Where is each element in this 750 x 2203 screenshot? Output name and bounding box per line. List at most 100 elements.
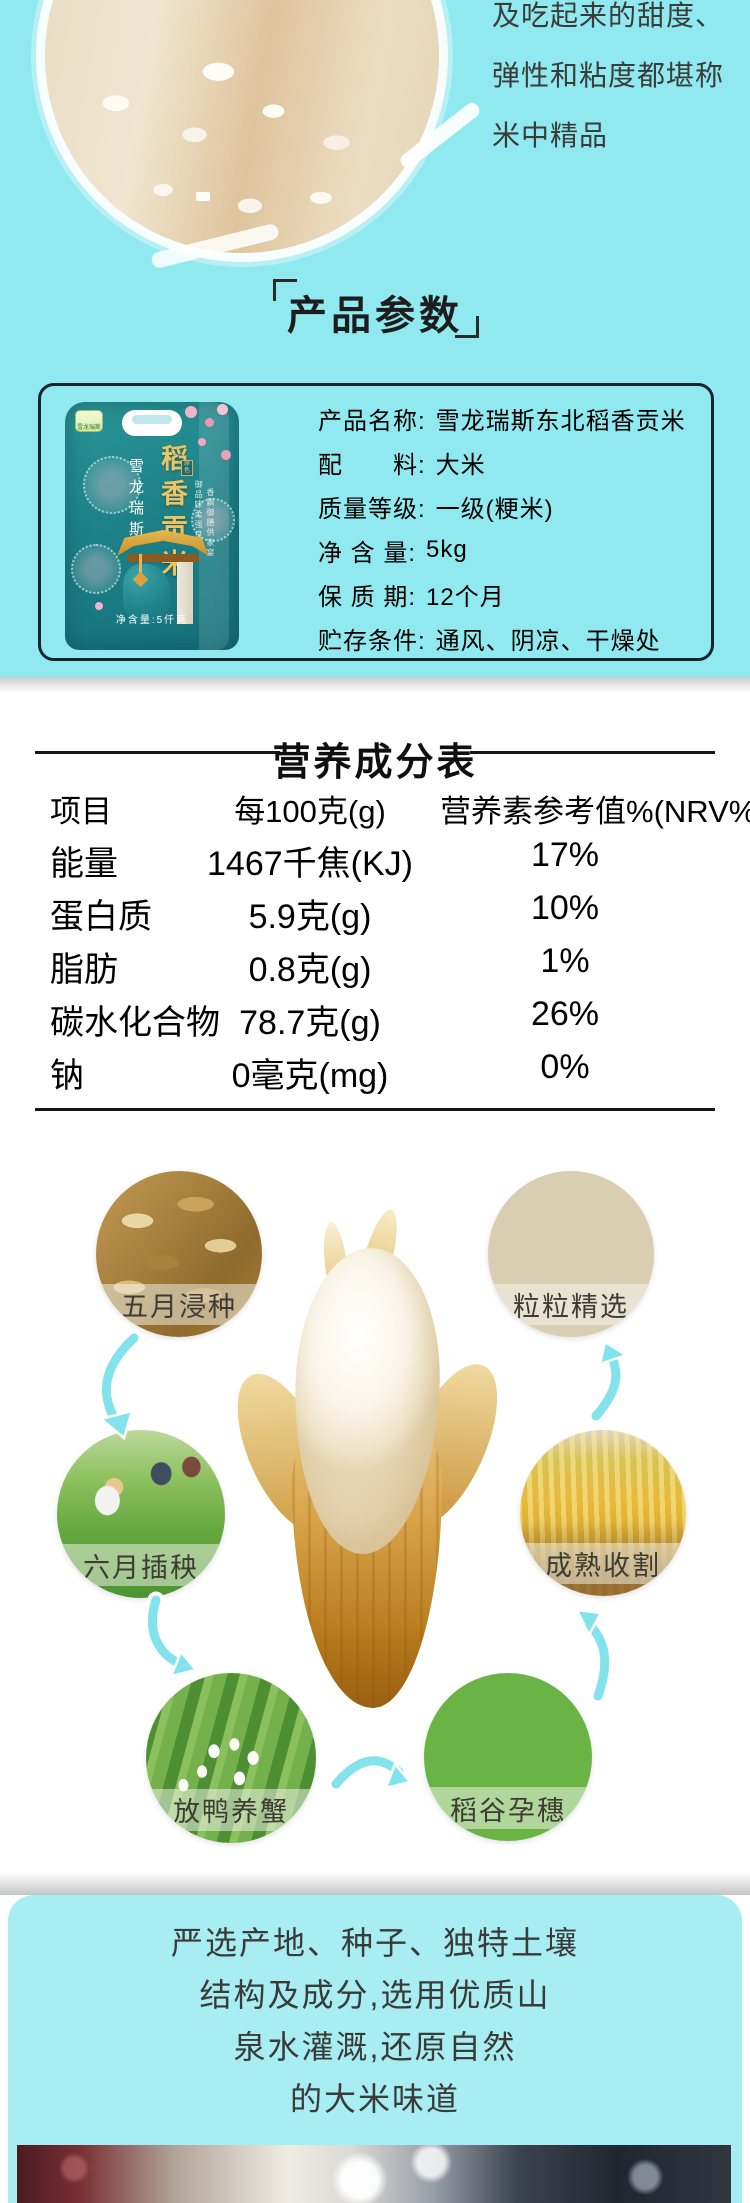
brush-speck [196, 192, 210, 201]
selling-point-line: 的大米味道 [289, 2081, 460, 2117]
step-label: 粒粒精选 [488, 1283, 654, 1326]
cycle-arrow-icon [587, 1340, 629, 1425]
bag-net-weight-text: 净含量:5仟克 [115, 615, 189, 626]
rice-photo-circle [45, 0, 439, 253]
step-label: 放鸭养蟹 [146, 1788, 316, 1832]
blossom-icon [185, 406, 197, 418]
pavilion-silk [123, 564, 171, 624]
selling-point-text: 严选产地、种子、独特土壤 结构及成分,选用优质山 泉水灌溉,还原自然 的大米味道 [8, 1895, 742, 2125]
selling-point-card: 严选产地、种子、独特土壤 结构及成分,选用优质山 泉水灌溉,还原自然 的大米味道 [8, 1895, 742, 2203]
nutrition-cell: 78.7克(g) [239, 1004, 381, 1042]
step-photo-selection: 粒粒精选 [488, 1171, 654, 1337]
blossom-icon [95, 602, 103, 610]
step-photo-soaking: 五月浸种 [96, 1171, 262, 1337]
nutrition-table-title: 营养成分表 [272, 742, 478, 784]
nutrition-bottom-rule [35, 1108, 715, 1111]
tagline-line: 弹性和粘度都堪称 [492, 60, 725, 91]
tagline-line: 米中精品 [492, 120, 609, 151]
nutrition-cell: 17% [530, 836, 600, 874]
param-row-net-weight: 净 含 量: 5kg [318, 534, 468, 567]
bag-seal-stamp: 原色 [181, 460, 193, 476]
param-value: 雪龙瑞斯东北稻香贡米 [435, 407, 686, 435]
param-row-ingredients: 配 料: 大米 [318, 446, 486, 479]
step-label: 五月浸种 [96, 1283, 262, 1326]
nutrition-cell: 0毫克(mg) [231, 1057, 389, 1095]
param-label: 产品名称: [318, 407, 426, 435]
product-params-box: 雪龙瑞斯 雪龙瑞斯 稻香贡米 原色 御品味柔强良材 香飘御膳供家宴 [38, 383, 714, 661]
param-row-shelf-life: 保 质 期: 12个月 [318, 578, 505, 611]
bokeh-photo-strip [17, 2145, 731, 2203]
step-label: 成熟收割 [520, 1542, 686, 1585]
cycle-arrows [97, 1329, 629, 1793]
pavilion-pillar [177, 562, 193, 624]
brand-logo-icon: 雪龙瑞斯 [75, 410, 103, 432]
nutrition-cell: 1% [540, 942, 590, 980]
step-photo-harvest: 成熟收割 [520, 1430, 686, 1596]
step-photo-booting: 稻谷孕穗 [424, 1673, 592, 1841]
title-rule-left [35, 751, 280, 754]
nutrition-cell: 脂肪 [50, 951, 118, 989]
blossom-icon [198, 438, 206, 446]
nutrition-cell: 10% [530, 889, 600, 927]
cycle-arrow-icon [327, 1752, 413, 1793]
nutrition-cell: 26% [530, 995, 600, 1033]
param-label: 贮存条件: [318, 627, 426, 655]
nutrition-cell: 能量 [50, 845, 118, 883]
step-photo-ducks-crabs: 放鸭养蟹 [146, 1673, 316, 1843]
pavilion-beam [127, 554, 199, 562]
blossom-icon [205, 418, 214, 427]
param-value: 一级(粳米) [435, 495, 554, 523]
section-shadow [0, 677, 750, 693]
step-label: 六月插秧 [57, 1544, 225, 1587]
title-bracket-left-icon [273, 279, 297, 301]
bag-brand-vertical-text: 雪龙瑞斯 [127, 458, 144, 542]
nutrition-cell: 蛋白质 [50, 898, 152, 936]
nutrition-header-item: 项目 [50, 794, 112, 829]
param-value: 12个月 [426, 583, 505, 611]
cycle-arrow-icon [144, 1591, 199, 1678]
cycle-arrow-icon [574, 1608, 614, 1705]
section-title-product-params: 产品参数 [287, 294, 463, 338]
blossom-icon [221, 450, 231, 460]
rice-grain-illustration [217, 1206, 518, 1708]
nutrition-cell: 0.8克(g) [248, 951, 372, 989]
lace-ornament-icon [83, 456, 141, 514]
nutrition-cell: 0% [540, 1048, 590, 1086]
product-bag-image: 雪龙瑞斯 雪龙瑞斯 稻香贡米 原色 御品味柔强良材 香飘御膳供家宴 [65, 402, 239, 650]
hero-tagline: 及吃起来的甜度、 弹性和粘度都堪称 米中精品 [492, 0, 724, 166]
bag-handle [122, 410, 182, 436]
param-label: 配 料: [318, 451, 426, 479]
param-row-grade: 质量等级: 一级(粳米) [318, 490, 554, 523]
param-row-storage: 贮存条件: 通风、阴凉、干燥处 [318, 622, 661, 655]
nutrition-header-nrv: 营养素参考值%(NRV%) [440, 794, 750, 829]
bag-slogan-column: 香飘御膳供家宴 [206, 488, 215, 558]
step-photo-transplanting: 六月插秧 [57, 1430, 225, 1598]
title-bracket-right-icon [455, 316, 479, 338]
param-value: 大米 [435, 451, 486, 479]
title-rule-right [470, 751, 715, 754]
tagline-line: 及吃起来的甜度、 [492, 0, 725, 31]
selling-point-line: 泉水灌溉,还原自然 [233, 2029, 517, 2065]
lace-ornament-icon [71, 544, 121, 594]
bag-slogan-column: 御品味柔强良材 [194, 480, 203, 550]
param-label: 质量等级: [318, 495, 426, 523]
param-value: 5kg [426, 536, 468, 563]
card-top-shadow [0, 1872, 750, 1895]
param-value: 通风、阴凉、干燥处 [435, 627, 661, 655]
selling-point-line: 结构及成分,选用优质山 [199, 1977, 551, 2013]
step-label: 稻谷孕穗 [424, 1787, 592, 1830]
hero-section: 及吃起来的甜度、 弹性和粘度都堪称 米中精品 产品参数 雪龙瑞斯 [0, 0, 750, 677]
nutrition-header-per100g: 每100克(g) [234, 794, 386, 829]
param-row-name: 产品名称: 雪龙瑞斯东北稻香贡米 [318, 402, 686, 435]
pavilion-tassel-icon [139, 554, 142, 576]
param-label: 净 含 量: [318, 539, 417, 567]
blossom-icon [217, 404, 228, 415]
selling-point-line: 严选产地、种子、独特土壤 [170, 1925, 579, 1961]
lace-ornament-icon [191, 498, 235, 542]
nutrition-cell: 碳水化合物 [50, 1004, 220, 1042]
nutrition-cell: 钠 [50, 1057, 84, 1095]
nutrition-cell: 5.9克(g) [248, 898, 372, 936]
param-label: 保 质 期: [318, 583, 417, 611]
nutrition-cell: 1467千焦(KJ) [207, 845, 413, 883]
